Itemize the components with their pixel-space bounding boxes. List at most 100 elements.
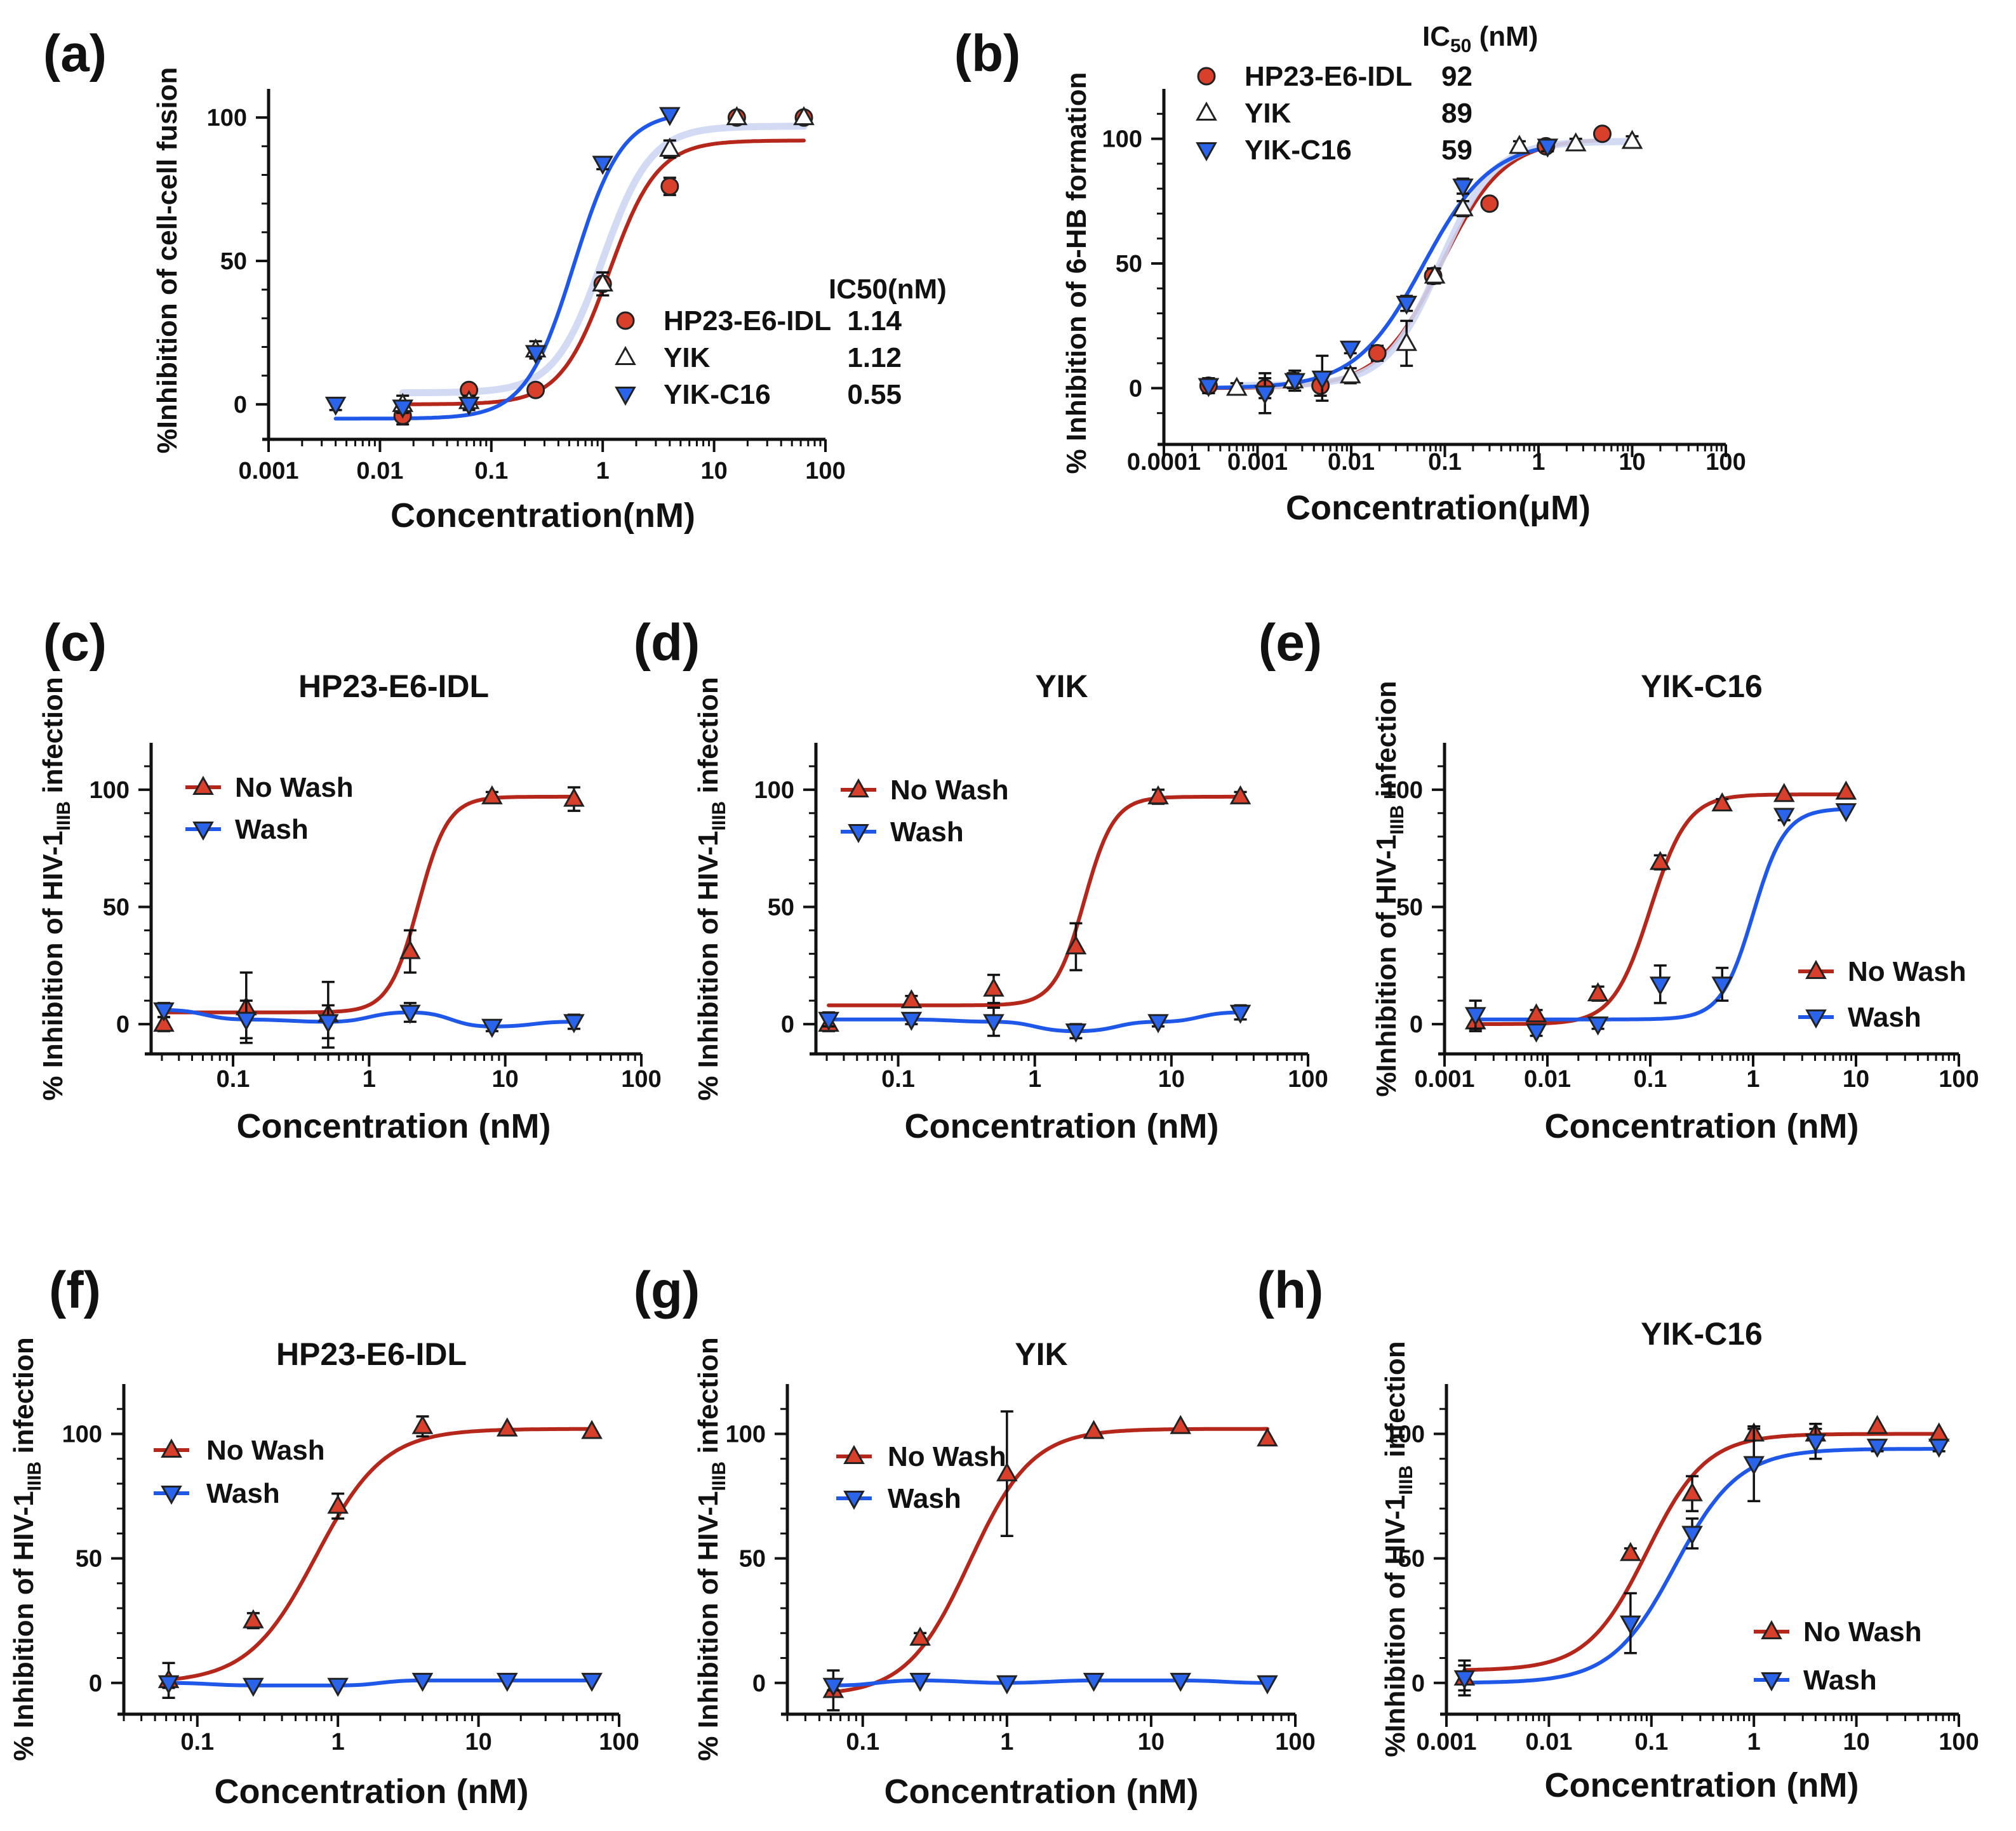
x-tick-label: 0.1 — [180, 1729, 214, 1755]
legend-marker — [1196, 142, 1217, 162]
data-point — [399, 940, 421, 959]
series-line-no-wash — [166, 1427, 594, 1682]
data-point — [496, 1417, 518, 1437]
data-point — [1711, 976, 1733, 996]
x-tick-label: 0.1 — [881, 1066, 915, 1093]
legend-marker — [1197, 67, 1216, 86]
data-point — [1254, 385, 1276, 405]
data-point — [1452, 197, 1474, 216]
x-tick-label: 10 — [1843, 1729, 1869, 1755]
legend-value: 0.55 — [847, 379, 902, 410]
data-point — [983, 977, 1005, 997]
y-tick-label: 50 — [220, 248, 247, 275]
data-point — [793, 106, 815, 126]
panel-label: (b) — [954, 25, 1021, 83]
legend-value: 92 — [1441, 61, 1472, 92]
data-point — [581, 1420, 603, 1439]
data-point — [1424, 264, 1446, 284]
legend-label: Wash — [1803, 1665, 1877, 1696]
legend-header: IC50 (nM) — [1422, 21, 1538, 57]
x-tick-label: 1 — [363, 1066, 376, 1093]
data-point — [1525, 1023, 1547, 1043]
x-tick-label: 100 — [1706, 449, 1746, 476]
y-tick-label: 100 — [90, 777, 130, 804]
chart-panel-c: (c) HP23-E6-IDL 0.1 1 10 100 0 50 100 Concentrati… — [37, 614, 662, 1145]
y-axis-label: %Inhibition of HIV-1IIIB infection — [1371, 681, 1408, 1096]
data-point — [1225, 376, 1248, 396]
x-tick-label: 100 — [805, 458, 845, 484]
x-axis-label: Concentration (nM) — [1545, 1766, 1859, 1804]
data-point — [822, 1677, 844, 1697]
data-point — [658, 107, 681, 126]
x-tick-label: 1 — [596, 458, 610, 484]
data-point — [1649, 851, 1671, 870]
x-tick-label: 100 — [599, 1729, 639, 1755]
data-point — [481, 785, 503, 804]
data-point — [563, 787, 585, 807]
data-point — [818, 1011, 839, 1031]
legend-entry: No Wash — [1798, 956, 1966, 987]
chart-panel-f: (f) HP23-E6-IDL 0.1 1 10 100 0 50 100 Concentrati… — [8, 1262, 639, 1811]
data-point — [1773, 808, 1795, 827]
data-point — [1396, 295, 1417, 315]
legend-marker — [843, 1491, 865, 1510]
data-point — [1339, 364, 1361, 383]
data-point — [1453, 1670, 1476, 1689]
data-point — [1587, 1016, 1609, 1036]
data-point — [996, 1462, 1018, 1482]
legend-entry: Wash — [1754, 1665, 1877, 1696]
legend-value: 89 — [1441, 98, 1472, 129]
data-point — [900, 989, 923, 1009]
y-axis-label: % Inhibition of HIV-1IIIB infection — [8, 1337, 45, 1761]
data-point — [658, 137, 681, 157]
legend-label: Wash — [206, 1478, 280, 1509]
data-point — [1620, 1615, 1641, 1635]
chart-panel-b: (b) 0.0001 0.001 0.01 0.1 1 10 100 0 50 100 Concent… — [954, 21, 1746, 527]
series-line-wash — [831, 1678, 1269, 1688]
data-point — [1835, 803, 1857, 823]
legend-label: HP23-E6-IDL — [664, 305, 831, 336]
data-point — [524, 345, 547, 364]
legend-label: HP23-E6-IDL — [1245, 61, 1412, 92]
data-point — [1065, 935, 1087, 955]
legend-label: YIK-C16 — [664, 379, 771, 410]
x-tick-label: 10 — [1138, 1729, 1165, 1755]
y-tick-label: 50 — [1116, 251, 1142, 277]
data-point — [592, 156, 614, 175]
data-point — [526, 380, 545, 399]
data-point — [1480, 194, 1499, 213]
legend-label: YIK-C16 — [1245, 135, 1352, 166]
legend-label: No Wash — [206, 1435, 325, 1466]
series-line-wash — [1462, 1447, 1941, 1685]
x-tick-label: 0.1 — [474, 458, 508, 484]
y-tick-label: 0 — [1410, 1011, 1423, 1038]
x-tick-label: 0.1 — [1428, 449, 1462, 476]
legend-header: IC50(nM) — [829, 274, 947, 305]
x-tick-label: 10 — [465, 1729, 491, 1755]
data-point — [1311, 370, 1333, 390]
data-point — [1339, 340, 1361, 360]
legend-label: No Wash — [888, 1441, 1006, 1472]
legend-marker — [1805, 1009, 1827, 1029]
y-tick-label: 0 — [781, 1011, 794, 1038]
data-point — [1065, 1023, 1087, 1043]
data-point — [399, 1004, 421, 1024]
legend-marker — [848, 778, 869, 797]
legend-label: YIK — [664, 342, 711, 373]
x-tick-label: 0.01 — [356, 458, 403, 484]
data-point — [1649, 976, 1671, 996]
y-tick-label: 0 — [1412, 1670, 1425, 1697]
panel-label: (e) — [1258, 614, 1322, 672]
chart-panel-a: (a) 0.001 0.01 0.1 1 10 100 0 50 100 Concentration… — [43, 25, 947, 535]
data-point — [1257, 1675, 1278, 1695]
series-line-wash — [166, 1678, 594, 1688]
data-point — [1509, 135, 1530, 154]
legend-entry: YIK-C16 59 — [1196, 135, 1472, 166]
data-point — [1525, 1003, 1547, 1023]
chart-title: YIK-C16 — [1641, 1316, 1763, 1352]
x-tick-label: 100 — [1939, 1066, 1979, 1093]
data-point — [1866, 1439, 1888, 1458]
data-point — [1681, 1526, 1703, 1545]
legend-label: Wash — [888, 1483, 961, 1514]
panel-label: (g) — [634, 1262, 700, 1319]
